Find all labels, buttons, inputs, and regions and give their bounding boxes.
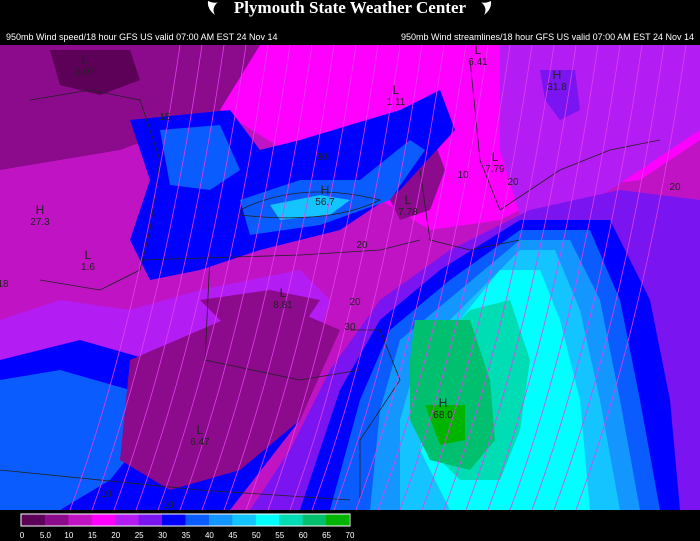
streamline xyxy=(421,45,533,510)
streamline xyxy=(113,45,225,510)
map-value-label: 6.47 xyxy=(190,437,210,448)
colorbar-swatch xyxy=(255,514,280,526)
high-marker: H xyxy=(439,396,448,410)
streamlines xyxy=(69,45,687,510)
map-value-label: 8.81 xyxy=(273,300,293,311)
streamline xyxy=(553,45,665,510)
streamline xyxy=(245,45,357,510)
streamline xyxy=(399,45,511,510)
streamline xyxy=(223,45,335,510)
colorbar-swatch xyxy=(302,514,327,526)
psu-swoosh-icon xyxy=(207,1,218,15)
map-value-label: 30 xyxy=(344,322,356,333)
map-value-label: 20 xyxy=(669,182,681,193)
colorbar-swatch xyxy=(138,514,163,526)
map-value-label: 7.79 xyxy=(485,164,505,175)
wind-speed-map: L2.07H27.3L1.61815H56.730L1.11L6.41H31.8… xyxy=(0,45,700,510)
colorbar-swatch xyxy=(68,514,93,526)
colorbar-tick-label: 35 xyxy=(182,531,191,540)
colorbar-tick-label: 5.0 xyxy=(40,531,52,540)
streamline xyxy=(377,45,489,510)
high-marker: H xyxy=(553,68,562,82)
colorbar-swatch xyxy=(185,514,210,526)
low-marker: L xyxy=(475,45,482,57)
streamline xyxy=(311,45,423,510)
streamline xyxy=(179,45,291,510)
map-labels: L2.07H27.3L1.61815H56.730L1.11L6.41H31.8… xyxy=(0,45,681,510)
colorbar-swatch xyxy=(115,514,139,526)
map-value-label: 27.3 xyxy=(30,217,50,228)
streamline xyxy=(289,45,401,510)
map-value-label: 10 xyxy=(100,489,112,500)
low-marker: L xyxy=(197,423,204,437)
high-marker: H xyxy=(321,183,330,197)
map-value-label: 1.6 xyxy=(81,262,95,273)
colorbar-legend: 0 5.0 10 15 20 25 30 35 40 45 50 55 60 65 70 xyxy=(20,513,355,540)
colorbar-tick-label: 15 xyxy=(88,531,97,540)
map-value-label: 20 xyxy=(356,240,368,251)
high-marker: H xyxy=(36,203,45,217)
streamline xyxy=(487,45,599,510)
streamline xyxy=(355,45,467,510)
colorbar-tick-label: 10 xyxy=(64,531,73,540)
map-value-label: 30 xyxy=(316,152,328,163)
colorbar-swatch xyxy=(91,514,116,526)
colorbar-tick-label: 40 xyxy=(205,531,214,540)
streamline xyxy=(69,45,181,510)
map-value-label: 10 xyxy=(162,500,174,510)
map-value-label: 20 xyxy=(349,297,361,308)
low-marker: L xyxy=(405,193,412,207)
map-value-label: 18 xyxy=(0,279,9,290)
colorbar-tick-label: 60 xyxy=(299,531,308,540)
map-value-label: 2.07 xyxy=(75,67,95,78)
streamline xyxy=(531,45,643,510)
low-marker: L xyxy=(85,248,92,262)
colorbar-swatch xyxy=(162,514,186,526)
colorbar-swatch xyxy=(279,514,303,526)
streamline xyxy=(333,45,445,510)
map-value-label: 31.8 xyxy=(547,82,567,93)
colorbar-frame xyxy=(20,513,351,527)
colorbar-tick-label: 70 xyxy=(346,531,355,540)
colorbar-swatch xyxy=(208,514,233,526)
streamline xyxy=(575,45,687,510)
map-value-label: 20 xyxy=(507,177,519,188)
map-value-label: 10 xyxy=(457,170,469,181)
colorbar-tick-label: 50 xyxy=(252,531,261,540)
map-value-label: 7.78 xyxy=(398,207,418,218)
colorbar-tick-label: 0 xyxy=(20,531,25,540)
psu-swoosh-icon xyxy=(481,1,492,15)
streamline xyxy=(509,45,621,510)
colorbar-swatch xyxy=(232,514,257,526)
colorbar-swatch xyxy=(326,514,350,526)
streamline xyxy=(157,45,269,510)
colorbar-tick-label: 30 xyxy=(158,531,167,540)
low-marker: L xyxy=(280,286,287,300)
map-value-label: 68.0 xyxy=(433,410,453,421)
low-marker: L xyxy=(82,53,89,67)
low-marker: L xyxy=(393,83,400,97)
right-panel-caption: 950mb Wind streamlines/18 hour GFS US va… xyxy=(401,32,694,42)
map-value-label: 1.11 xyxy=(387,97,406,108)
streamline xyxy=(135,45,247,510)
colorbar-tick-label: 20 xyxy=(111,531,120,540)
colorbar-swatch xyxy=(44,514,69,526)
streamline xyxy=(91,45,203,510)
colorbar-tick-label: 65 xyxy=(322,531,331,540)
colorbar-tick-label: 25 xyxy=(135,531,144,540)
colorbar-tick-label: 45 xyxy=(228,531,237,540)
map-value-label: 6.41 xyxy=(468,57,488,68)
streamline xyxy=(201,45,313,510)
colorbar-swatch xyxy=(21,514,46,526)
map-value-label: 56.7 xyxy=(315,197,335,208)
streamline xyxy=(465,45,577,510)
map-value-label: 15 xyxy=(159,112,171,123)
page-title: Plymouth State Weather Center xyxy=(233,0,467,17)
left-panel-caption: 950mb Wind speed/18 hour GFS US valid 07… xyxy=(6,32,278,42)
low-marker: L xyxy=(492,150,499,164)
streamline xyxy=(267,45,379,510)
streamline xyxy=(443,45,555,510)
colorbar-tick-label: 55 xyxy=(275,531,284,540)
